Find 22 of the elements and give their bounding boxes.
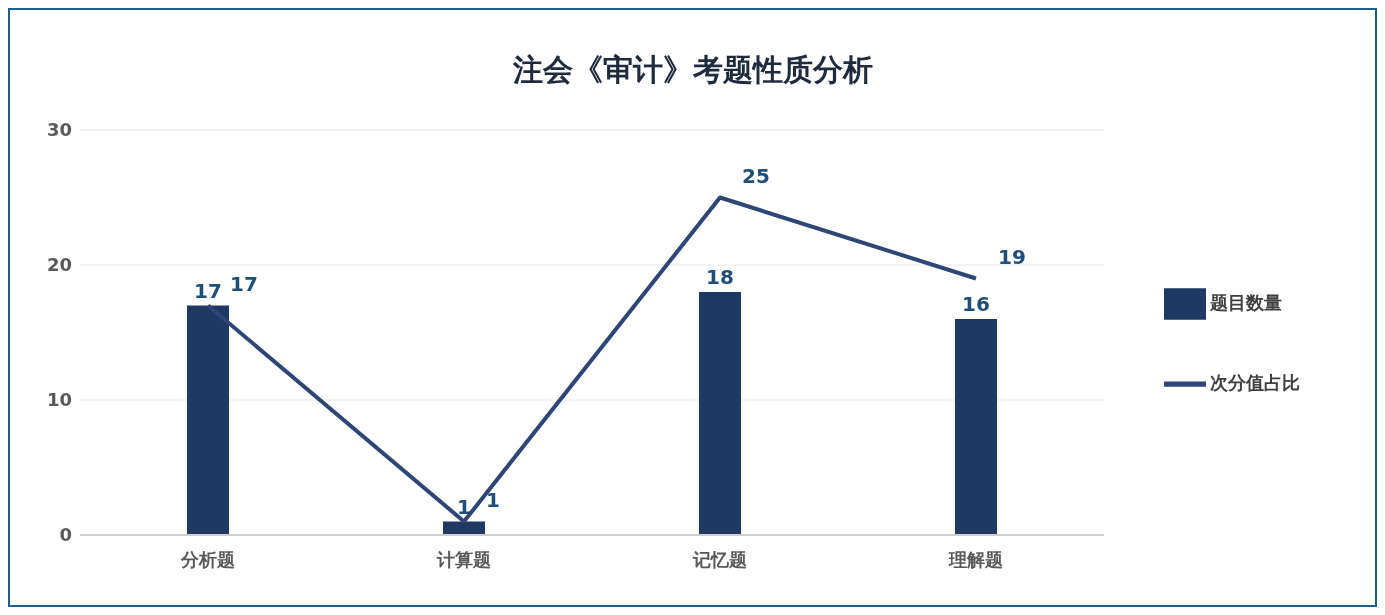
y-tick-label: 20	[46, 254, 72, 276]
data-label: 19	[998, 245, 1026, 269]
data-label: 18	[706, 265, 734, 289]
data-label: 17	[194, 278, 222, 303]
y-tick-label: 0	[59, 524, 72, 546]
data-label: 25	[742, 164, 770, 188]
data-label: 1	[457, 494, 471, 519]
data-label: 17	[230, 272, 258, 296]
x-tick-label: 分析题	[180, 548, 235, 570]
x-tick-label: 理解题	[948, 548, 1003, 570]
legend-label: 题目数量	[1210, 291, 1282, 313]
x-tick-label: 记忆题	[692, 548, 747, 570]
chart-title: 注会《审计》考题性质分析	[511, 51, 874, 89]
data-label: 1	[486, 488, 500, 512]
bar	[699, 292, 741, 535]
x-tick-label: 计算题	[436, 548, 491, 570]
y-tick-label: 10	[46, 389, 72, 411]
data-label: 16	[962, 292, 990, 316]
y-tick-label: 30	[46, 119, 72, 141]
bar	[955, 319, 997, 535]
bar	[187, 305, 229, 535]
legend-label: 次分值占比	[1210, 371, 1300, 393]
